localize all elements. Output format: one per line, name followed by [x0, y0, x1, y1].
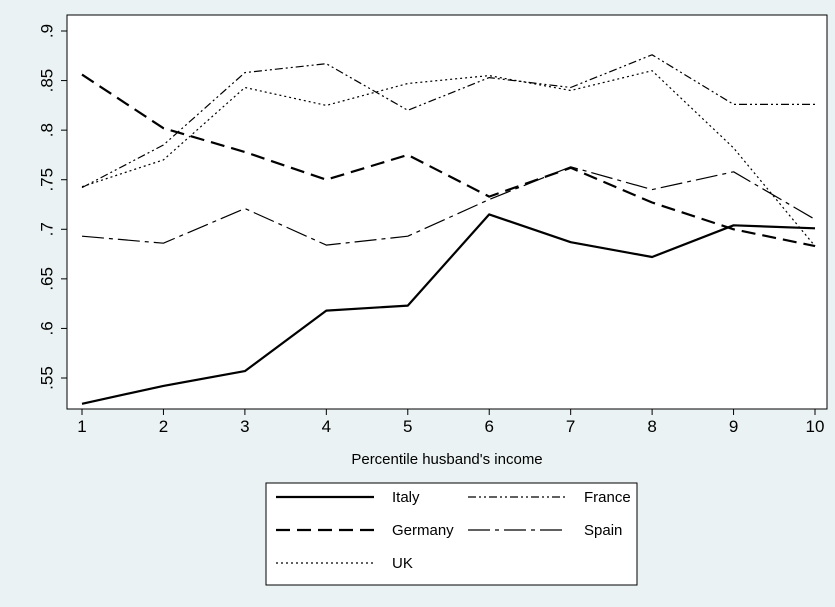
y-tick-label: .6 — [37, 321, 56, 335]
x-axis-title: Percentile husband's income — [351, 451, 542, 468]
y-tick-label: .75 — [37, 168, 56, 192]
legend-label-germany: Germany — [392, 522, 454, 539]
series-line-spain — [81, 166, 816, 246]
legend-items: Italy France Germany Spain UK — [276, 489, 631, 572]
series-line-italy — [81, 213, 816, 405]
legend-box — [265, 482, 638, 586]
x-tick-label: 5 — [403, 417, 412, 436]
y-tick-label: .85 — [37, 69, 56, 93]
axis-layer: 1 2 3 4 5 6 7 8 9 10 .55 .6 .65 .7 .75 .8 .85 .9 — [37, 24, 824, 436]
x-tick-label: 1 — [77, 417, 86, 436]
legend-label-uk: UK — [392, 555, 413, 572]
x-tick-label: 6 — [484, 417, 493, 436]
legend: Italy France Germany Spain UK — [265, 482, 638, 586]
legend-label-italy: Italy — [392, 489, 420, 506]
y-tick-label: .65 — [37, 267, 56, 291]
y-tick-label: .7 — [37, 222, 56, 236]
y-tick-label: .8 — [37, 123, 56, 137]
series-line-uk — [81, 70, 816, 247]
legend-label-spain: Spain — [584, 522, 622, 539]
x-tick-label: 8 — [647, 417, 656, 436]
y-tick-label: .9 — [37, 24, 56, 38]
legend-label-france: France — [584, 489, 631, 506]
x-tick-label: 7 — [566, 417, 575, 436]
plot-area — [66, 14, 828, 410]
y-tick-label: .55 — [37, 366, 56, 390]
series-line-france — [81, 54, 815, 189]
series-line-germany — [81, 73, 816, 248]
x-tick-label: 4 — [322, 417, 331, 436]
series-layer — [81, 54, 816, 405]
x-tick-label: 10 — [806, 417, 825, 436]
x-tick-label: 2 — [159, 417, 168, 436]
x-tick-label: 9 — [729, 417, 738, 436]
x-tick-label: 3 — [240, 417, 249, 436]
